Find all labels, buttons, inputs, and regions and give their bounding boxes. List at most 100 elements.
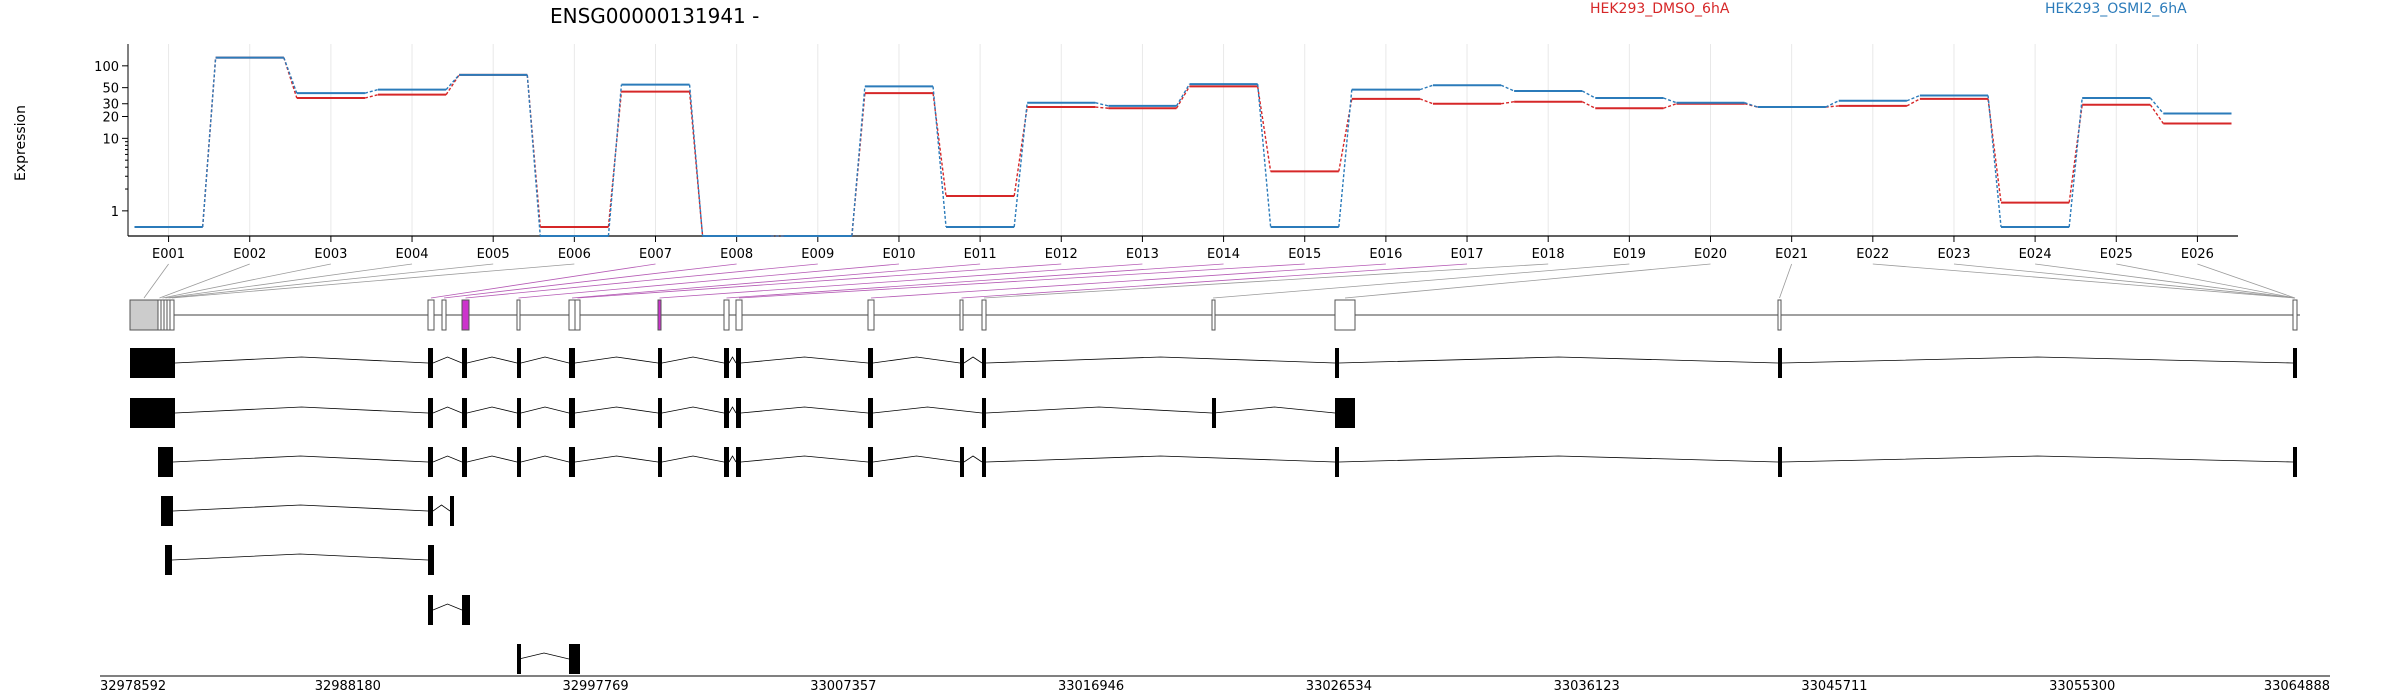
genome-coordinate-label: 33045711 [1801,679,1867,694]
intron-line [466,356,518,364]
transcript-track [517,644,580,674]
data-connector [1581,90,1596,99]
transcript-track [130,398,1355,428]
exon-connector [961,263,1468,299]
exon-connector [571,263,981,299]
exon-connector [168,263,494,299]
genome-coordinate-label: 33026534 [1306,679,1372,694]
exon-connector [2116,263,2296,299]
x-tick-label: E012 [1045,247,1078,262]
intron-line [661,356,725,364]
x-tick-label: E017 [1451,247,1484,262]
exon-connector [518,263,899,299]
x-tick-label: E011 [964,247,997,262]
exon-block [1778,348,1782,378]
exon-block [462,447,467,477]
exon-connector [430,263,656,299]
intron-line [728,356,737,364]
x-tick-label: E003 [314,247,347,262]
overview-exon [169,299,175,331]
x-tick-label: E005 [477,247,510,262]
intron-line [872,455,961,463]
grid-lines [168,44,2198,236]
data-connector [1663,103,1677,109]
series-group [134,56,2232,237]
exon-block [868,398,873,428]
data-connector [607,84,623,237]
exon-block [158,447,173,477]
genome-coordinate-label: 32988180 [315,679,381,694]
exon-block [569,398,575,428]
intron-line [985,406,1213,414]
intron-line [466,455,518,463]
exon-block [165,545,172,575]
data-connector [2068,104,2083,203]
exon-block [428,496,433,526]
exon-connector [870,263,1386,299]
overview-exon [2292,299,2298,331]
intron-line [963,455,983,463]
exon-block [428,447,433,477]
exon-connector [171,263,575,299]
exon-block [428,398,433,428]
exon-connector [1953,263,2296,299]
exon-connector [2197,263,2296,299]
data-connector [932,93,947,197]
exon-connector [983,263,1549,299]
exon-block [2293,447,2297,477]
x-tick-label: E006 [558,247,591,262]
overview-exon [461,299,470,331]
exon-block [960,447,964,477]
exon-block [1778,447,1782,477]
overview-exon [574,299,581,331]
data-connector [1013,102,1028,228]
overview-exon [129,299,159,331]
x-tick-label: E026 [2181,247,2214,262]
genome-coordinate-label: 33016946 [1058,679,1124,694]
exon-block [724,447,729,477]
exon-block [450,496,454,526]
data-connector [1095,102,1109,107]
intron-line [661,455,725,463]
data-connector [364,94,379,99]
exon-connector [159,263,250,299]
series-lines [134,56,2232,237]
data-connector [1095,106,1109,109]
y-tick-label: 20 [102,111,119,126]
x-tick-label: E009 [801,247,834,262]
exon-connector [1779,263,1793,299]
x-tick-label: E014 [1207,247,1240,262]
x-tick-label: E010 [882,247,915,262]
gene-model-tracks [129,299,2300,674]
x-tick-label: E025 [2100,247,2133,262]
y-tick-label: 1 [111,205,119,220]
legend-label-dmso: HEK293_DMSO_6hA [1590,1,1730,17]
intron-line [740,455,869,463]
data-connector [2149,104,2164,124]
intron-line [432,356,463,364]
x-tick-label: E024 [2019,247,2052,262]
intron-line [518,652,570,660]
overview-exon [427,299,435,331]
exon-block [724,348,729,378]
intron-line [872,406,983,414]
exon-block [517,348,521,378]
exon-connector [165,263,413,299]
genome-coordinate-label: 32997769 [562,679,628,694]
exon-block [517,644,521,674]
x-tick-label: E008 [720,247,753,262]
data-connector [1256,86,1272,172]
data-connector [445,74,460,91]
y-tick-label: 100 [94,60,119,75]
data-connector [2149,97,2164,114]
intron-line [728,455,737,463]
data-connector [1744,102,1758,108]
intron-line [520,406,570,414]
data-connector [1175,86,1191,109]
data-connector [1500,84,1515,92]
exon-block [868,348,873,378]
exon-connector [1212,263,1630,299]
y-axis-label: Expression [13,105,29,181]
transcript-track [428,595,470,625]
exon-connector [143,263,169,299]
